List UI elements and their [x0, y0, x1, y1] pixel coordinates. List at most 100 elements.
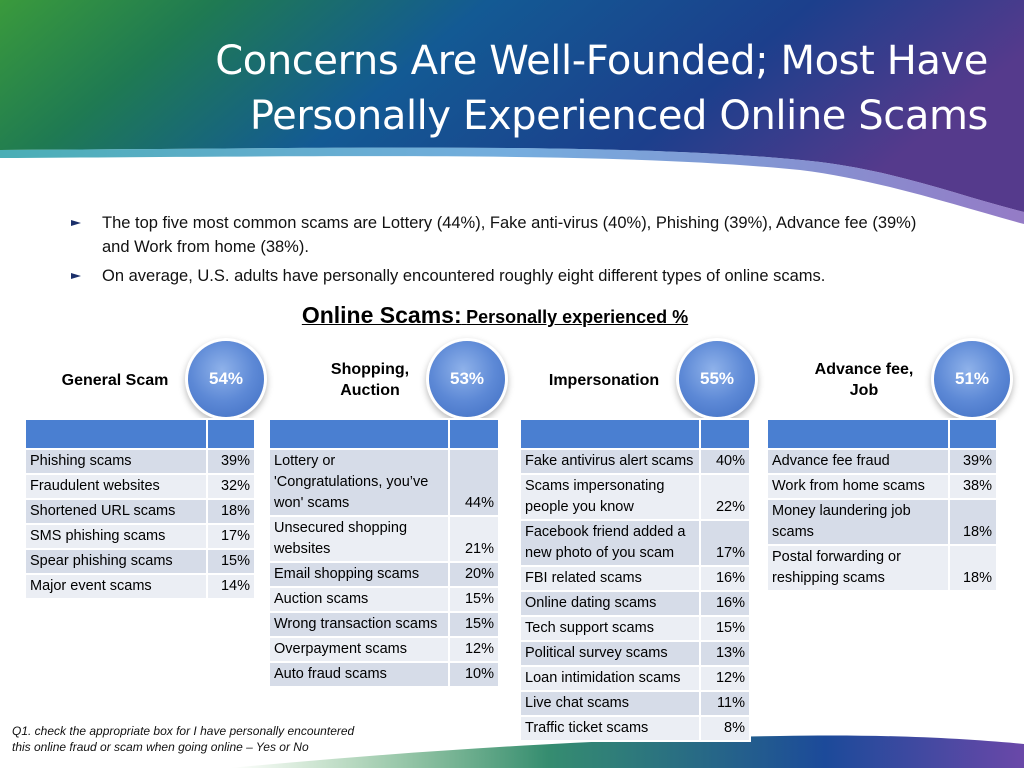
scam-percent-cell: 11%: [699, 690, 751, 717]
group-label-line: Advance fee,: [814, 361, 914, 378]
table-row: Scams impersonating people you know 22%: [519, 473, 751, 521]
table-row: Political survey scams 13%: [519, 640, 751, 667]
table-body: Fake antivirus alert scams 40% Scams imper…: [519, 448, 751, 742]
scam-name-cell: Overpayment scams: [268, 636, 450, 663]
scam-table-shopping: Lottery or 'Congratulations, you’ve won'…: [268, 418, 500, 688]
scam-percent-cell: 8%: [699, 715, 751, 742]
scam-percent-cell: 16%: [699, 590, 751, 617]
footnote: Q1. check the appropriate box for I have…: [12, 723, 354, 755]
scam-table-advance-fee: Advance fee fraud 39% Work from home scams…: [766, 418, 998, 592]
table-row: Fraudulent websites 32%: [24, 473, 256, 500]
title-line: Concerns Are Well-Founded; Most Have: [215, 38, 988, 84]
table-row: Online dating scams 16%: [519, 590, 751, 617]
bullet-text: The top five most common scams are Lotte…: [102, 214, 917, 256]
scam-name-cell: Political survey scams: [519, 640, 701, 667]
group-label-general-scam: General Scam: [55, 370, 175, 391]
group-label-impersonation: Impersonation: [540, 370, 668, 391]
table-header-cell: [206, 418, 256, 450]
scam-name-cell: Postal forwarding or reshipping scams: [766, 544, 950, 592]
table-header-cell: [766, 418, 950, 450]
scam-name-cell: Lottery or 'Congratulations, you’ve won'…: [268, 448, 450, 517]
group-percent-bubble: 51%: [934, 341, 1010, 417]
scam-name-cell: Email shopping scams: [268, 561, 450, 588]
section-heading: Online Scams: Personally experienced %: [0, 302, 990, 329]
group-label-advance-fee-job: Advance fee, Job: [802, 359, 926, 401]
table-row: Fake antivirus alert scams 40%: [519, 448, 751, 475]
scam-percent-cell: 18%: [206, 498, 256, 525]
scam-name-cell: Fraudulent websites: [24, 473, 208, 500]
scam-name-cell: Tech support scams: [519, 615, 701, 642]
table-row: Live chat scams 11%: [519, 690, 751, 717]
scam-name-cell: Work from home scams: [766, 473, 950, 500]
scam-name-cell: FBI related scams: [519, 565, 701, 592]
scam-name-cell: Wrong transaction scams: [268, 611, 450, 638]
scam-name-cell: Phishing scams: [24, 448, 208, 475]
heading-main: Online Scams:: [301, 302, 462, 328]
scam-percent-cell: 18%: [948, 498, 998, 546]
table-row: Money laundering job scams 18%: [766, 498, 998, 546]
group-label-shopping-auction: Shopping, Auction: [310, 359, 430, 401]
table-row: Tech support scams 15%: [519, 615, 751, 642]
table-body: Phishing scams 39% Fraudulent websites 32% S…: [24, 448, 256, 600]
table-row: Unsecured shopping websites 21%: [268, 515, 500, 563]
table-row: Major event scams 14%: [24, 573, 256, 600]
scam-name-cell: Shortened URL scams: [24, 498, 208, 525]
scam-name-cell: Scams impersonating people you know: [519, 473, 701, 521]
table-row: SMS phishing scams 17%: [24, 523, 256, 550]
scam-percent-cell: 38%: [948, 473, 998, 500]
scam-percent-cell: 12%: [448, 636, 500, 663]
scam-name-cell: Traffic ticket scams: [519, 715, 701, 742]
table-header-cell: [268, 418, 450, 450]
scam-percent-cell: 15%: [699, 615, 751, 642]
scam-name-cell: Auto fraud scams: [268, 661, 450, 688]
slide-title: Concerns Are Well-Founded; Most Have Per…: [120, 34, 988, 144]
scam-percent-cell: 15%: [448, 586, 500, 613]
group-label-line: Auction: [340, 382, 400, 399]
table-row: Advance fee fraud 39%: [766, 448, 998, 475]
table-row: Shortened URL scams 18%: [24, 498, 256, 525]
chevron-right-icon: [71, 273, 81, 279]
title-line: Personally Experienced Online Scams: [249, 93, 989, 139]
table-body: Lottery or 'Congratulations, you’ve won'…: [268, 448, 500, 688]
scam-percent-cell: 32%: [206, 473, 256, 500]
table-row: Auction scams 15%: [268, 586, 500, 613]
table-row: Work from home scams 38%: [766, 473, 998, 500]
scam-percent-cell: 17%: [206, 523, 256, 550]
scam-percent-cell: 14%: [206, 573, 256, 600]
group-label-line: General Scam: [61, 372, 169, 389]
scam-percent-cell: 39%: [948, 448, 998, 475]
table-row: Auto fraud scams 10%: [268, 661, 500, 688]
table-row: Phishing scams 39%: [24, 448, 256, 475]
table-header-cell: [448, 418, 500, 450]
scam-name-cell: Advance fee fraud: [766, 448, 950, 475]
group-label-line: Job: [849, 382, 879, 399]
table-row: FBI related scams 16%: [519, 565, 751, 592]
scam-percent-cell: 44%: [448, 448, 500, 517]
scam-percent-cell: 22%: [699, 473, 751, 521]
table-row: Postal forwarding or reshipping scams 18%: [766, 544, 998, 592]
bullet-item: The top five most common scams are Lotte…: [70, 211, 930, 259]
scam-name-cell: Spear phishing scams: [24, 548, 208, 575]
scam-name-cell: Fake antivirus alert scams: [519, 448, 701, 475]
heading-sub: Personally experienced %: [466, 307, 689, 327]
scam-name-cell: SMS phishing scams: [24, 523, 208, 550]
scam-percent-cell: 20%: [448, 561, 500, 588]
scam-name-cell: Money laundering job scams: [766, 498, 950, 546]
bullet-text: On average, U.S. adults have personally …: [102, 267, 826, 285]
scam-name-cell: Loan intimidation scams: [519, 665, 701, 692]
scam-table-general: Phishing scams 39% Fraudulent websites 32% S…: [24, 418, 256, 600]
table-row: Facebook friend added a new photo of you…: [519, 519, 751, 567]
table-row: Email shopping scams 20%: [268, 561, 500, 588]
group-percent-bubble: 55%: [679, 341, 755, 417]
scam-name-cell: Auction scams: [268, 586, 450, 613]
scam-name-cell: Live chat scams: [519, 690, 701, 717]
table-row: Wrong transaction scams 15%: [268, 611, 500, 638]
scam-percent-cell: 16%: [699, 565, 751, 592]
scam-percent-cell: 18%: [948, 544, 998, 592]
table-header-cell: [519, 418, 701, 450]
scam-percent-cell: 15%: [448, 611, 500, 638]
scam-name-cell: Facebook friend added a new photo of you…: [519, 519, 701, 567]
scam-name-cell: Online dating scams: [519, 590, 701, 617]
chevron-right-icon: [71, 220, 81, 226]
